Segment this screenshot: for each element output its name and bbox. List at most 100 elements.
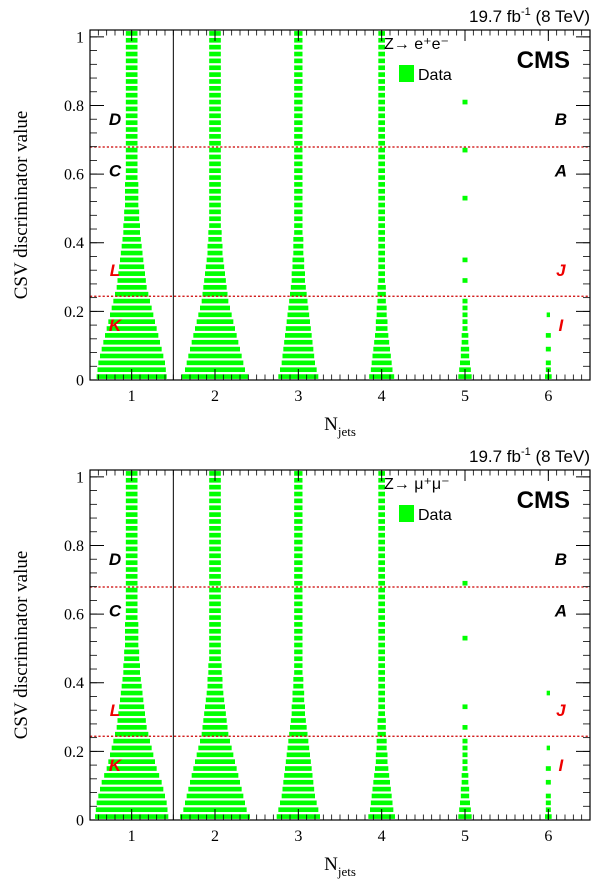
lumi-text: 19.7 fb: [469, 7, 521, 26]
x-axis-title-main: N: [324, 854, 338, 875]
data-box: [285, 759, 311, 764]
data-box: [378, 491, 385, 497]
data-box: [294, 649, 303, 655]
data-box: [209, 553, 221, 559]
data-box: [186, 793, 244, 799]
data-box: [294, 216, 303, 222]
data-box: [462, 298, 468, 304]
data-box: [282, 786, 315, 792]
data-box: [294, 223, 303, 228]
region-label: B: [555, 110, 567, 129]
data-box: [96, 800, 167, 806]
data-box: [209, 608, 221, 614]
region-label: C: [109, 602, 122, 621]
y-axis-title: CSV discriminator value: [11, 551, 32, 740]
luminosity-label: 19.7 fb-1 (8 TeV): [469, 446, 590, 466]
data-box: [283, 779, 314, 785]
data-box: [294, 72, 303, 77]
legend-title: Z→ μ⁺μ⁻: [384, 476, 450, 493]
data-box: [125, 622, 139, 627]
data-box: [378, 51, 385, 57]
data-box: [125, 188, 139, 194]
data-box: [294, 656, 303, 662]
data-box: [375, 326, 388, 331]
data-box: [294, 195, 303, 201]
data-box: [462, 319, 468, 324]
data-box: [461, 333, 469, 338]
data-box: [115, 731, 149, 737]
data-box: [461, 339, 469, 345]
y-tick-label: 0.2: [64, 304, 84, 321]
data-box: [377, 725, 386, 730]
data-box: [378, 704, 385, 710]
data-box: [294, 99, 303, 105]
data-box: [294, 663, 303, 668]
data-box: [291, 711, 305, 716]
data-box: [124, 216, 140, 222]
data-box: [378, 683, 385, 689]
data-box: [198, 312, 232, 318]
data-box: [209, 223, 221, 228]
data-box: [289, 298, 308, 304]
data-box: [378, 574, 385, 579]
data-box: [120, 697, 144, 703]
data-box: [204, 278, 226, 283]
data-box: [546, 312, 550, 318]
data-box: [377, 718, 386, 723]
x-tick-label: 3: [294, 388, 302, 405]
data-box: [209, 188, 221, 194]
data-box: [378, 106, 385, 112]
data-box: [125, 113, 138, 119]
legend-swatch: [399, 505, 414, 522]
data-box: [196, 752, 234, 758]
data-box: [125, 161, 138, 167]
data-box: [375, 319, 388, 324]
data-box: [378, 663, 385, 668]
data-box: [378, 539, 385, 545]
region-label: L: [110, 701, 120, 720]
data-box: [209, 175, 221, 180]
legend-label: Data: [418, 67, 452, 84]
data-box: [378, 628, 385, 634]
data-box: [121, 683, 142, 689]
data-box: [378, 608, 385, 614]
data-box: [374, 773, 390, 778]
data-box: [377, 298, 386, 304]
data-box: [294, 635, 303, 641]
data-box: [546, 690, 550, 696]
data-box: [125, 51, 138, 57]
data-box: [462, 99, 468, 105]
region-label: J: [556, 701, 566, 720]
data-box: [378, 532, 385, 538]
data-box: [123, 663, 140, 668]
x-axis-title: Njets: [324, 414, 356, 439]
data-box: [378, 140, 385, 146]
data-box: [209, 567, 221, 572]
data-box: [200, 738, 230, 744]
data-box: [294, 553, 303, 559]
data-box: [191, 773, 239, 778]
data-box: [294, 526, 303, 531]
data-box: [209, 127, 221, 132]
data-box: [378, 649, 385, 655]
data-box: [462, 725, 468, 730]
data-box: [294, 106, 303, 112]
data-box: [188, 353, 242, 359]
data-box: [209, 79, 221, 84]
region-label: K: [109, 316, 123, 335]
data-box: [294, 622, 303, 627]
lumi-unit-exponent: -1: [521, 446, 531, 458]
data-box: [204, 711, 226, 716]
data-box: [375, 766, 389, 771]
data-box: [208, 670, 222, 675]
data-box: [98, 360, 165, 366]
data-box: [125, 127, 138, 132]
data-box: [185, 800, 245, 806]
data-box: [378, 635, 385, 641]
data-box: [125, 44, 138, 50]
data-box: [378, 656, 385, 662]
data-box: [209, 526, 221, 531]
data-box: [462, 759, 468, 764]
data-box: [110, 312, 154, 318]
data-box: [293, 250, 304, 256]
